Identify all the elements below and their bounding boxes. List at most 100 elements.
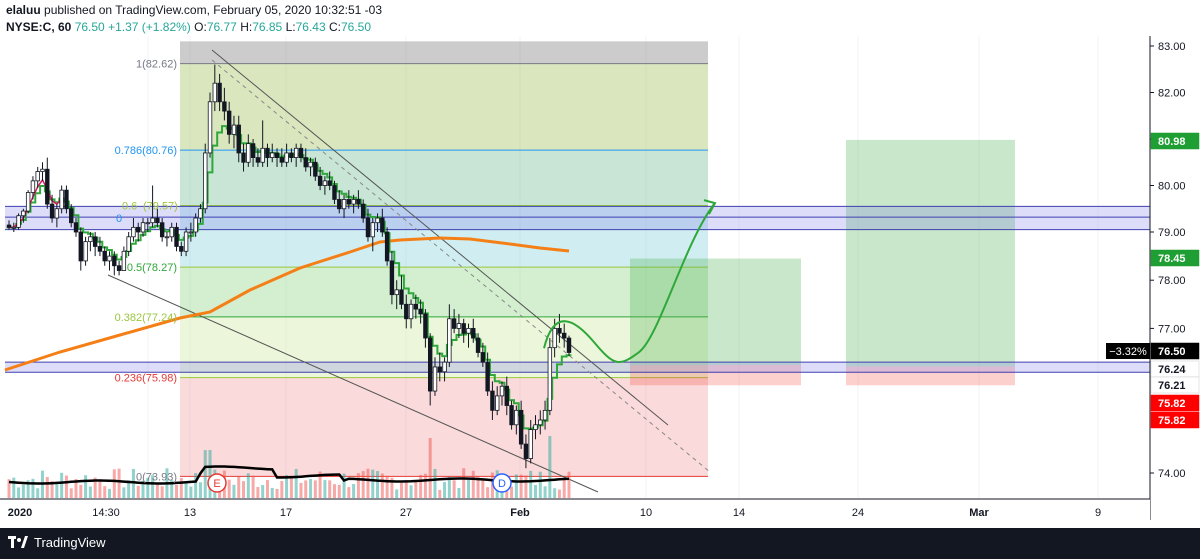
trendline-lower[interactable] <box>107 274 599 493</box>
long-position-stop-zone[interactable] <box>630 365 801 386</box>
volume-bar <box>366 468 370 498</box>
symbol-name[interactable]: NYSE:C, 60 <box>6 20 72 34</box>
candle-body <box>73 222 79 233</box>
candle-body <box>528 429 533 459</box>
candle-body <box>327 180 332 186</box>
volume-bar <box>189 486 193 498</box>
dividend-event-marker[interactable] <box>492 473 512 493</box>
candle-body <box>485 361 490 392</box>
price-axis[interactable]: 83.0082.0081.0080.0079.0078.0077.0074.00… <box>1106 0 1200 528</box>
time-axis[interactable]: 2020 14:30 13 17 27 Feb 10 14 24 Mar 9 <box>0 498 1150 527</box>
candle-body <box>447 318 452 363</box>
volume-bar <box>237 476 241 498</box>
price-tag[interactable] <box>1150 249 1200 267</box>
author-name[interactable]: elaluu <box>6 3 41 17</box>
volume-bar <box>347 487 351 498</box>
volume-bar <box>151 475 155 498</box>
price-tag[interactable] <box>1150 411 1200 429</box>
volume-bar <box>567 471 571 498</box>
candle-body <box>49 203 55 219</box>
candle-body <box>547 347 553 411</box>
tradingview-logo-icon[interactable] <box>8 536 28 550</box>
volume-bar <box>419 474 423 498</box>
horizontal-band[interactable] <box>5 206 1150 230</box>
horizontal-band[interactable] <box>5 362 1150 373</box>
candle-body <box>289 152 294 158</box>
long-position-stop-zone[interactable] <box>846 366 1015 386</box>
candle-body <box>21 210 26 217</box>
candle-body <box>303 157 308 168</box>
candle-body <box>418 308 423 315</box>
candle-body <box>437 366 442 373</box>
candle-body <box>456 323 462 329</box>
volume-bar <box>242 481 246 498</box>
candle-body <box>212 82 218 103</box>
volume-bar <box>194 472 198 498</box>
time-tick-label: 2020 <box>8 507 32 519</box>
footer-brand[interactable]: TradingView <box>34 535 106 550</box>
candle-body <box>246 143 251 163</box>
candle-body <box>298 147 304 159</box>
volume-bar <box>309 479 313 498</box>
volume-bar <box>289 475 293 498</box>
volume-bar <box>261 485 265 498</box>
fib-level-label: 1(82.62) <box>136 59 177 71</box>
candle-body <box>231 124 237 135</box>
candle-body <box>116 265 122 271</box>
volume-bar <box>31 478 35 498</box>
price-change: +1.37 (+1.82%) <box>108 20 191 34</box>
volume-bar <box>45 477 49 498</box>
volume-bar <box>256 487 260 498</box>
projection-drawing[interactable] <box>543 199 717 363</box>
volume-bar <box>548 436 552 498</box>
footer-bar: TradingView <box>0 528 1200 559</box>
volume-bar <box>337 484 341 498</box>
candle-body <box>384 231 390 262</box>
trendline-dashed[interactable] <box>211 59 711 473</box>
long-position-profit-zone[interactable] <box>846 139 1015 367</box>
volume-bar <box>538 471 542 498</box>
volume-bar <box>160 486 164 498</box>
fibonacci-retracement[interactable] <box>180 41 708 477</box>
volume-bar <box>136 485 140 498</box>
candle-body <box>332 185 337 200</box>
candle-body <box>518 409 524 445</box>
time-tick-label: 14:30 <box>92 507 120 519</box>
arrow-head-icon[interactable] <box>703 199 717 215</box>
candle-body <box>174 226 179 247</box>
volume-bar <box>328 480 332 498</box>
volume-bar <box>208 450 212 498</box>
projection-curve[interactable] <box>543 203 715 363</box>
position-boxes[interactable] <box>630 139 1015 386</box>
price-tick-label: 78.00 <box>1158 275 1186 287</box>
candle-body <box>40 168 45 172</box>
candle-body <box>313 161 318 177</box>
volume-bar <box>270 488 274 498</box>
publish-text: published on TradingView.com, February 0… <box>40 3 383 17</box>
volume-bar <box>84 475 88 498</box>
price-tag[interactable] <box>1150 132 1200 150</box>
candle-body <box>193 217 198 233</box>
candle-body <box>260 147 265 163</box>
price-tag[interactable] <box>1150 394 1200 412</box>
price-tag[interactable] <box>1150 376 1200 394</box>
volume-bar <box>481 479 485 498</box>
price-tag[interactable] <box>1150 342 1200 360</box>
volume-bar <box>232 484 236 498</box>
last-price: 76.50 <box>74 20 105 34</box>
volume-bar <box>390 477 394 498</box>
candle-body <box>538 419 543 426</box>
fib-level-label: 0 <box>116 213 122 225</box>
candle-body <box>341 199 347 210</box>
fib-level-label: 0.382(77.24) <box>115 312 177 324</box>
volume-bar <box>318 471 322 498</box>
candle-body <box>140 222 146 233</box>
candle-body <box>375 217 380 224</box>
volume-bar <box>203 450 207 498</box>
long-position-profit-zone[interactable] <box>630 258 801 366</box>
open-label: O: <box>194 20 207 34</box>
earnings-event-marker[interactable] <box>207 473 227 493</box>
candle-body <box>432 366 438 392</box>
